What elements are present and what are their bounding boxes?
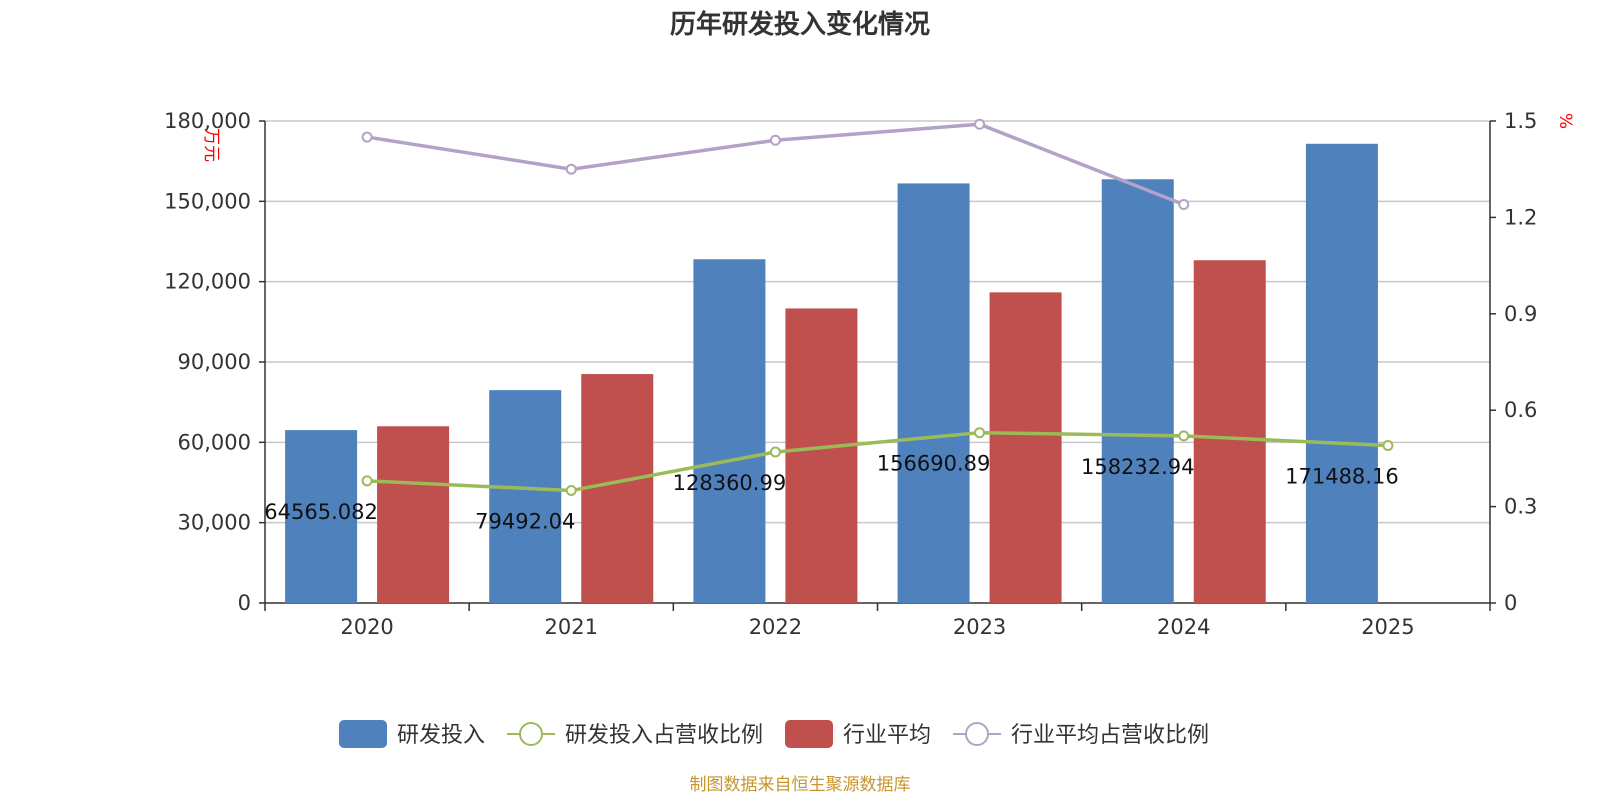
industry-ratio-point <box>361 131 373 143</box>
left-axis-tick-label: 120,000 <box>164 270 251 294</box>
x-axis-tick-label: 2025 <box>1361 615 1414 639</box>
right-axis-tick-label: 0.6 <box>1504 398 1537 422</box>
legend-bar-swatch <box>785 720 833 748</box>
left-axis-tick-label: 60,000 <box>178 430 251 454</box>
x-axis-tick-label: 2024 <box>1157 615 1210 639</box>
rd-ratio-point <box>1382 440 1394 452</box>
right-axis-tick-label: 1.5 <box>1504 109 1537 133</box>
bars <box>285 143 1378 603</box>
left-axis-tick-label: 0 <box>238 591 251 615</box>
rd-ratio-point <box>565 485 577 497</box>
rd-investment-data-label: 158232.94 <box>1081 455 1195 479</box>
x-axis-tick-label: 2023 <box>953 615 1006 639</box>
source-note: 制图数据来自恒生聚源数据库 <box>690 775 911 795</box>
rd-investment-bar <box>489 390 562 603</box>
rd-ratio-point <box>1178 430 1190 442</box>
left-axis-tick-label: 150,000 <box>164 189 251 213</box>
x-axis-tick-label: 2021 <box>545 615 598 639</box>
legend-label: 研发投入占营收比例 <box>565 723 763 748</box>
right-axis-tick-label: 0.3 <box>1504 495 1537 519</box>
rd-investment-bar <box>693 259 766 603</box>
rd-ratio-point <box>361 475 373 487</box>
x-axis-tick-label: 2020 <box>340 615 393 639</box>
rd-investment-bar <box>285 430 358 603</box>
rd-investment-bar <box>897 183 970 603</box>
rd-ratio-line <box>367 430 1389 493</box>
legend-bar-swatch <box>339 720 387 748</box>
right-axis-tick-label: 0 <box>1504 591 1517 615</box>
rd-investment-data-label: 156690.89 <box>877 452 991 476</box>
legend-label: 行业平均占营收比例 <box>1011 723 1209 748</box>
x-axis-tick-label: 2022 <box>749 615 802 639</box>
rd-investment-data-label: 171488.16 <box>1285 465 1399 489</box>
left-axis-unit-label: 万元 <box>201 128 221 162</box>
rd-ratio-point <box>974 427 986 439</box>
rd-investment-data-label: 64565.082 <box>264 500 378 524</box>
left-axis-tick-label: 30,000 <box>178 511 251 535</box>
industry-ratio-point <box>1178 199 1190 211</box>
right-axis-tick-label: 1.2 <box>1504 205 1537 229</box>
rd-ratio-point <box>769 446 781 458</box>
lines <box>361 118 1394 497</box>
industry-average-bar <box>581 374 654 603</box>
legend-line-marker <box>965 722 989 746</box>
rd-investment-data-label: 79492.04 <box>475 510 575 534</box>
industry-average-bar <box>377 426 450 603</box>
legend-line-marker <box>519 722 543 746</box>
rd-investment-data-label: 128360.99 <box>673 471 787 495</box>
industry-ratio-point <box>974 118 986 130</box>
right-axis-tick-label: 0.9 <box>1504 302 1537 326</box>
data-labels: 64565.082 79492.04 128360.99 156690.89 15823… <box>264 452 1398 534</box>
left-axis-tick-label: 180,000 <box>164 109 251 133</box>
industry-ratio-point <box>565 163 577 175</box>
grid-lines <box>265 120 1490 524</box>
right-axis-unit-label: % <box>1555 113 1575 129</box>
rd-investment-bar <box>1305 143 1378 603</box>
axes: 0 30,000 60,000 90,000 120,000 150,000 180,000… <box>164 109 1537 639</box>
chart-title: 历年研发投入变化情况 <box>670 9 930 40</box>
industry-average-bar <box>785 308 858 603</box>
rd-investment-bar <box>1101 179 1174 603</box>
left-axis-tick-label: 90,000 <box>178 350 251 374</box>
legend-label: 行业平均 <box>843 723 931 748</box>
legend: 研发投入 研发投入占营收比例 行业平均 行业平均占营收比例 <box>339 720 1209 748</box>
legend-label: 研发投入 <box>397 723 485 748</box>
industry-average-bar <box>989 292 1062 603</box>
industry-average-bar <box>1193 260 1266 603</box>
industry-ratio-point <box>769 134 781 146</box>
